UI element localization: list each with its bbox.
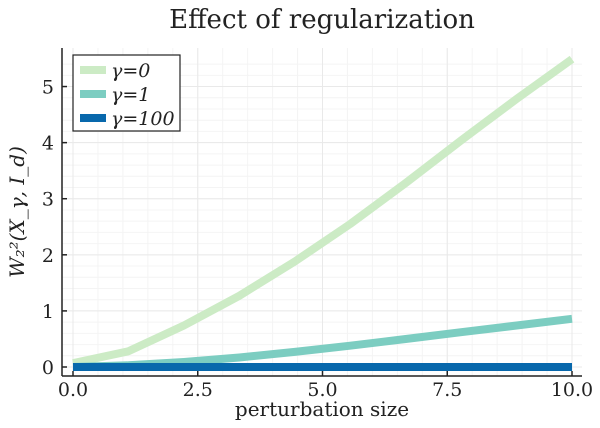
- x-tick-label: 0.0: [58, 379, 88, 401]
- y-tick-label: 4: [42, 133, 54, 155]
- y-tick-label: 2: [42, 245, 54, 267]
- legend-label-2: γ=100: [111, 108, 175, 130]
- y-tick-label: 0: [42, 357, 54, 379]
- legend-label-1: γ=1: [111, 84, 150, 106]
- tick-labels: 0.0 2.5 5.0 7.5 10.0 0 1 2 3 4 5: [42, 77, 593, 401]
- y-axis-label: W₂²(X_γ, I_d): [5, 146, 29, 278]
- legend-label-0: γ=0: [111, 60, 150, 82]
- y-tick-label: 3: [42, 189, 54, 211]
- x-tick-label: 7.5: [432, 379, 462, 401]
- x-tick-label: 10.0: [551, 379, 593, 401]
- series-lines: [72, 55, 575, 371]
- legend: γ=0γ=1γ=100: [72, 54, 181, 132]
- y-tick-label: 1: [42, 301, 54, 323]
- x-tick-label: 5.0: [307, 379, 337, 401]
- x-tick-label: 2.5: [183, 379, 213, 401]
- x-axis-label: perturbation size: [235, 397, 409, 421]
- chart-title: Effect of regularization: [169, 5, 475, 35]
- y-tick-label: 5: [42, 77, 54, 99]
- series-line-0: [72, 55, 575, 368]
